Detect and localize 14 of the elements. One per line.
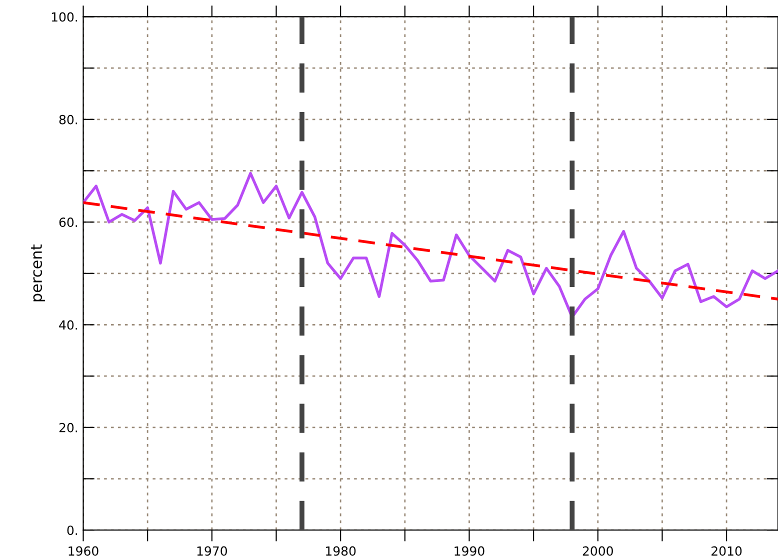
y-axis-title: percent [31,244,45,302]
y-tick-label: 20. [59,422,78,432]
line-series [83,172,778,318]
y-tick-label: 0. [67,526,78,536]
x-tick-label: 1970 [197,546,227,556]
x-tick-label: 1980 [326,546,356,556]
x-tick-label: 2010 [712,546,742,556]
x-tick-label: 1960 [68,546,98,556]
x-tick-label: 2000 [582,546,613,556]
y-tick-label: 60. [59,218,78,228]
y-tick-label: 80. [59,114,78,124]
y-tick-label: 40. [59,320,78,330]
x-tick-label: 1990 [454,546,484,556]
y-tick-label: 100. [52,12,78,22]
